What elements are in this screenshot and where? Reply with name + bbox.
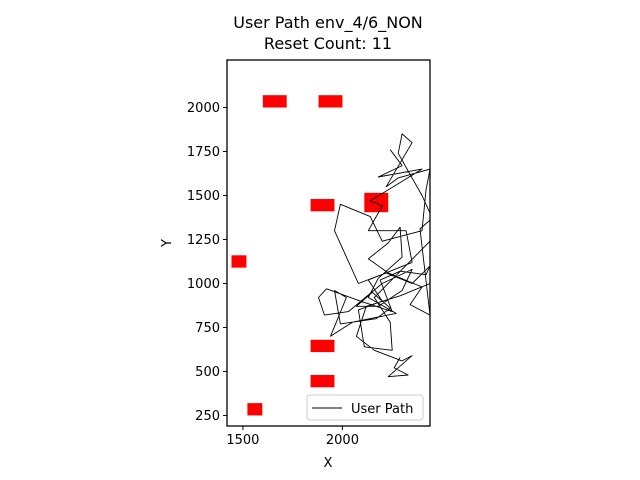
obstacle-marker-4 <box>364 192 389 213</box>
series-line-1 <box>318 133 430 378</box>
obstacle-marker-3 <box>310 199 335 212</box>
y-axis-label: Y <box>160 239 175 248</box>
obstacle-marker-1 <box>262 95 287 108</box>
chart-title: User Path env_4/6_NON <box>233 13 423 33</box>
y-tick-label: 1000 <box>187 277 220 292</box>
y-axis-ticks: 250 500 750 1000 1250 1500 1750 2000 <box>187 101 227 424</box>
chart-subtitle: Reset Count: 11 <box>264 34 392 53</box>
obstacle-marker-5 <box>231 255 247 268</box>
obstacle-marker-7 <box>310 374 335 388</box>
x-tick-label: 2000 <box>326 433 359 448</box>
legend-box <box>306 394 424 421</box>
plot-area-frame <box>226 59 431 427</box>
obstacle-markers <box>231 95 389 416</box>
y-tick-label: 1750 <box>187 145 220 160</box>
obstacle-marker-2 <box>318 95 343 108</box>
y-tick-label: 500 <box>195 365 220 380</box>
legend-label: User Path <box>351 402 413 417</box>
y-tick-label: 750 <box>195 321 220 336</box>
x-axis-ticks: 1500 2000 <box>226 426 359 448</box>
legend: User Path <box>306 394 424 421</box>
obstacle-marker-6 <box>310 339 335 353</box>
y-tick-label: 2000 <box>187 101 220 116</box>
x-tick-label: 1500 <box>226 433 259 448</box>
y-tick-label: 1500 <box>187 189 220 204</box>
user-path-series <box>318 133 430 378</box>
y-tick-label: 250 <box>195 409 220 424</box>
obstacle-marker-8 <box>247 403 263 416</box>
y-tick-label: 1250 <box>187 233 220 248</box>
x-axis-label: X <box>324 456 333 471</box>
